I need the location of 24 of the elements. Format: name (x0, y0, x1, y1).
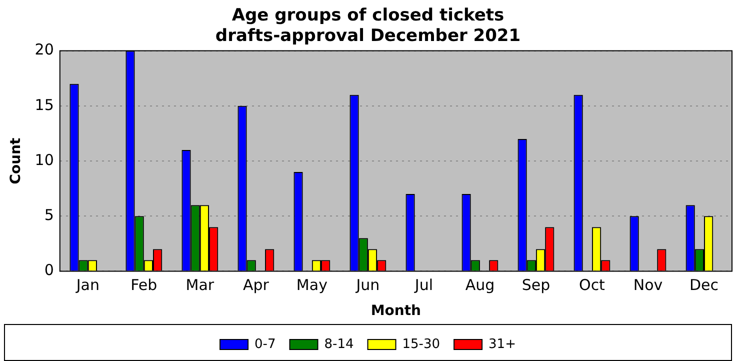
y-axis-title: Count (8, 137, 24, 184)
x-tick-label: Aug (465, 276, 495, 294)
legend-label: 0-7 (254, 336, 276, 352)
y-tick-label: 0 (44, 261, 54, 280)
x-axis-title: Month (370, 303, 422, 320)
x-tick-label: Apr (242, 276, 270, 294)
y-tick-label: 20 (34, 40, 54, 59)
x-tick-label: Jun (355, 276, 380, 294)
x-tick-label: Sep (522, 276, 550, 294)
y-tick-label: 10 (34, 150, 54, 169)
x-tick-label: Jul (414, 276, 434, 294)
x-tick-label: Feb (130, 276, 158, 294)
legend-label: 31+ (488, 336, 516, 352)
x-tick-label: Nov (633, 276, 663, 294)
x-tick-label: Dec (689, 276, 719, 294)
x-tick-label: Jan (75, 276, 100, 294)
legend-label: 15-30 (402, 336, 440, 352)
x-tick-label: May (296, 276, 328, 294)
x-tick-label: Mar (186, 276, 215, 294)
y-tick-label: 5 (44, 206, 54, 224)
y-tick-label: 15 (34, 96, 54, 114)
x-tick-label: Oct (579, 276, 606, 294)
chart-title: Age groups of closed tickets drafts-approval December 2021 (215, 6, 521, 46)
legend-label: 8-14 (324, 336, 354, 352)
